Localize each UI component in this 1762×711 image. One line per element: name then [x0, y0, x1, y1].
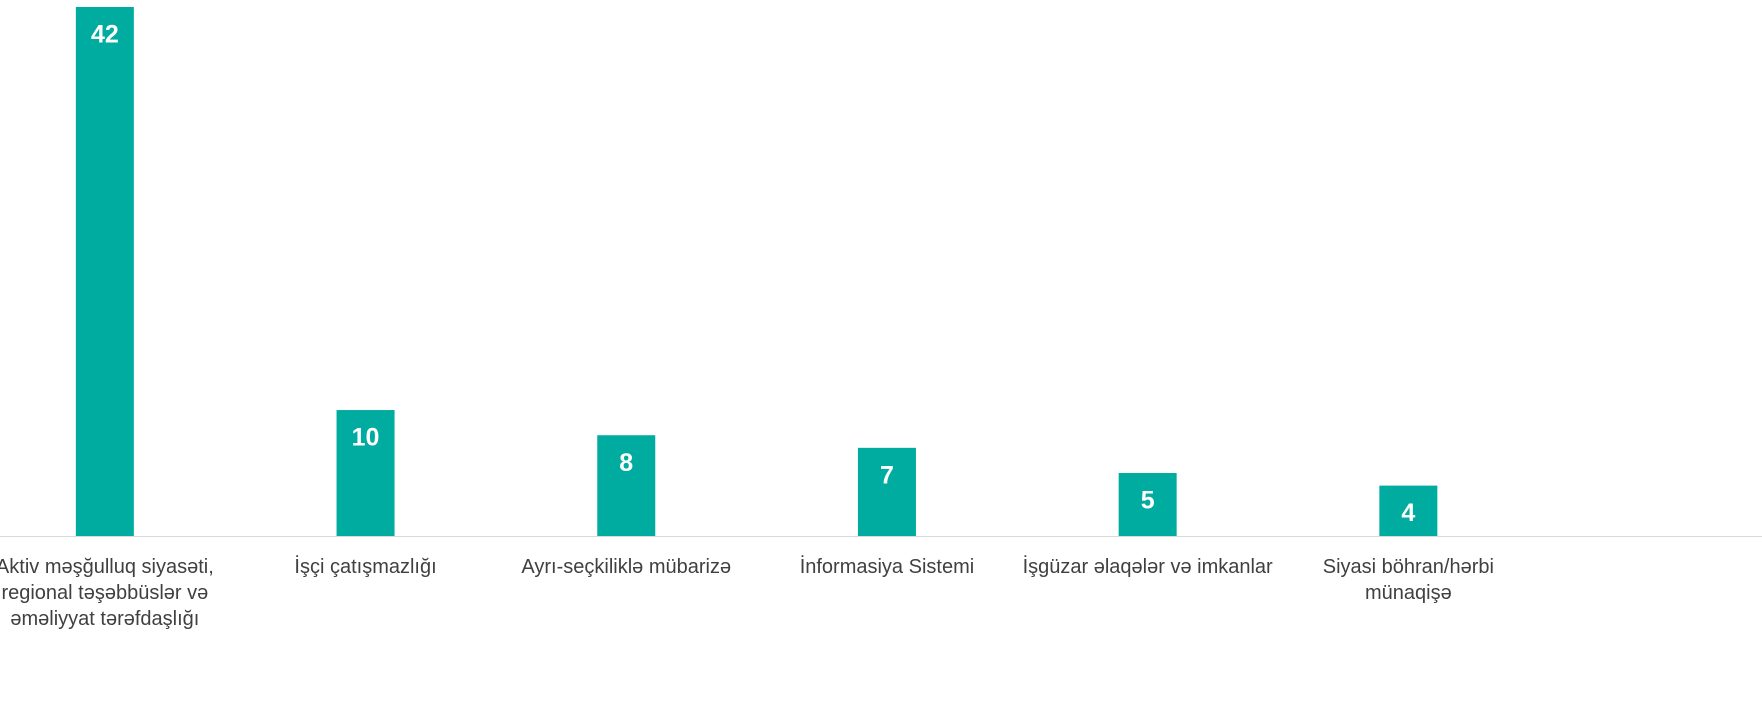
category-label: Siyasi böhran/hərbi münaqişə [1322, 556, 1494, 604]
value-label: 4 [1401, 499, 1415, 527]
bar [75, 7, 134, 536]
bar [336, 410, 395, 536]
category-label: Ayrı-seçkiliklə mübarizə [521, 556, 732, 578]
category-label: Aktiv məşğulluq siyasəti, regional təşəb… [0, 556, 214, 630]
bar [1118, 473, 1177, 536]
bar [1379, 485, 1438, 536]
value-label: 8 [619, 449, 633, 477]
bar [597, 435, 656, 536]
value-label: 10 [352, 424, 380, 452]
value-label: 5 [1141, 487, 1155, 515]
bar [857, 447, 916, 536]
category-label: İşgüzar əlaqələr və imkanlar [1022, 556, 1273, 578]
value-label: 42 [91, 21, 119, 49]
value-label: 7 [880, 461, 894, 489]
category-label: İnformasiya Sistemi [799, 556, 975, 578]
category-label: İşçi çatışmazlığı [294, 556, 437, 578]
